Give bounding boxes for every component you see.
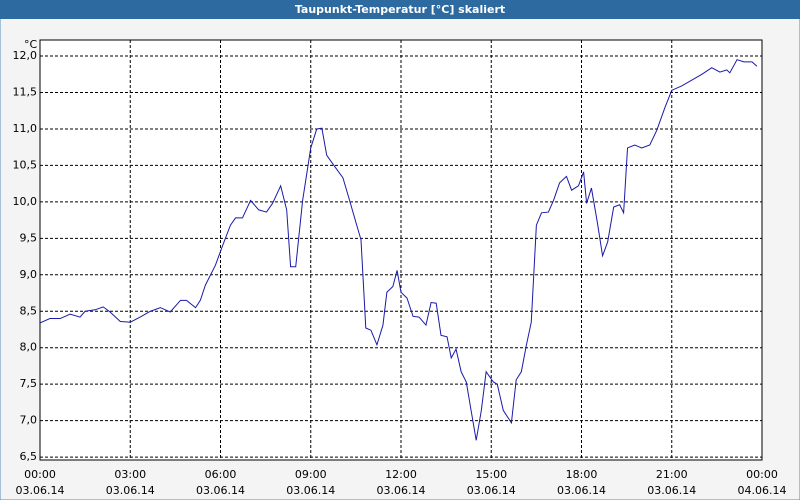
y-tick-label: 8,5 [20, 304, 38, 317]
x-tick-date: 03.06.14 [196, 484, 245, 497]
x-tick-date: 03.06.14 [557, 484, 606, 497]
x-tick-date: 04.06.14 [738, 484, 787, 497]
x-tick-date: 03.06.14 [16, 484, 65, 497]
x-tick-date: 03.06.14 [286, 484, 335, 497]
x-tick-label: 06:00 [205, 468, 237, 481]
title-bar [0, 0, 800, 19]
y-tick-label: 9,0 [20, 268, 38, 281]
y-tick-label: 7,0 [20, 414, 38, 427]
x-tick-label: 03:00 [114, 468, 146, 481]
plot-frame [39, 39, 763, 461]
x-tick-label: 00:00 [24, 468, 56, 481]
y-tick-label: 8,0 [20, 341, 38, 354]
y-tick-label: 6,5 [20, 450, 38, 463]
x-tick-label: 18:00 [566, 468, 598, 481]
x-tick-label: 12:00 [385, 468, 417, 481]
x-tick-date: 03.06.14 [467, 484, 516, 497]
x-tick-label: 15:00 [475, 468, 507, 481]
y-unit: °C [24, 38, 38, 51]
x-tick-date: 03.06.14 [647, 484, 696, 497]
chart-title: Taupunkt-Temperatur [°C] skaliert [295, 3, 505, 16]
y-tick-label: 11,5 [13, 86, 38, 99]
y-tick-label: 11,0 [13, 122, 38, 135]
y-tick-label: 9,5 [20, 231, 38, 244]
y-tick-label: 12,0 [13, 49, 38, 62]
x-tick-label: 00:00 [746, 468, 778, 481]
y-tick-label: 7,5 [20, 377, 38, 390]
data-line [39, 59, 758, 441]
y-tick-label: 10,0 [13, 195, 38, 208]
x-tick-date: 03.06.14 [377, 484, 426, 497]
x-tick-label: 21:00 [656, 468, 688, 481]
x-tick-label: 09:00 [295, 468, 327, 481]
x-tick-date: 03.06.14 [106, 484, 155, 497]
y-tick-label: 10,5 [13, 158, 38, 171]
